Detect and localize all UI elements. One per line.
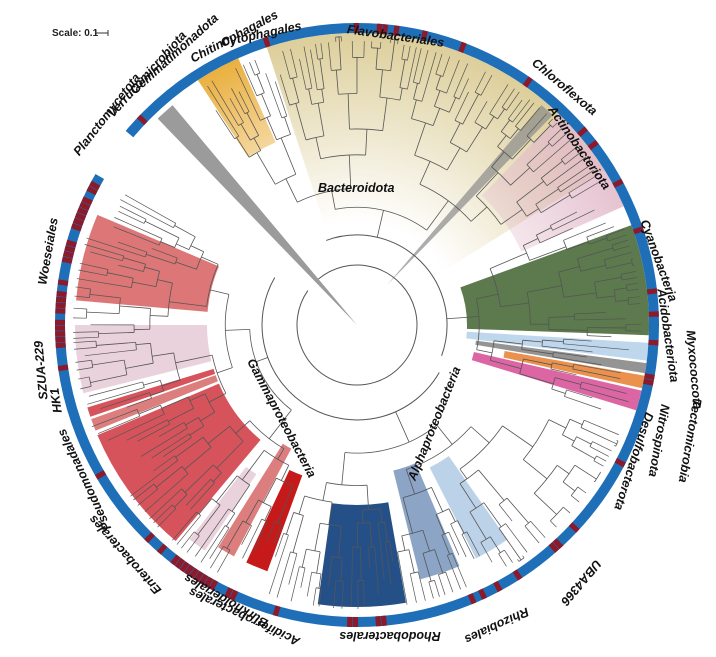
label-tectomicrobia: Tectomicrobia: [676, 398, 705, 484]
label-rhodobacterales: Rhodobacterales: [339, 629, 440, 643]
wedge-chloroflexota-spike: [387, 105, 553, 285]
wedge-cytophagales: [197, 58, 276, 158]
tree-branches: [73, 36, 642, 609]
label-rhizobiales: Rhizobiales: [462, 605, 531, 647]
wedge-burkholderiales: [246, 470, 303, 572]
scale-bar: Scale: 0.1: [52, 28, 109, 39]
wedge-pseudomonadales: [97, 383, 261, 542]
label-bacteroidota: Bacteroidota: [318, 181, 394, 195]
wedge-tectomicrobia: [503, 351, 645, 389]
wedge-acidobacteriota: [466, 331, 649, 361]
label-woeseiales: Woeseiales: [35, 217, 61, 286]
wedge-hk1: [91, 375, 218, 431]
label-myxococcota: Myxococcota: [684, 330, 705, 410]
wedge-myxococcota: [475, 340, 647, 374]
wedge-szua229: [87, 368, 216, 417]
wedge-gamma-light: [75, 325, 212, 394]
label-hk1: HK1: [47, 387, 64, 414]
wedge-actinobacteriota: [482, 114, 624, 252]
wedge-acidiferrobacterales: [218, 443, 292, 557]
wedge-rhizobiales-light: [429, 456, 508, 559]
wedge-rhizobiales: [393, 463, 460, 580]
wedge-bacteroidota-spike: [157, 105, 357, 325]
outer-annotation-ring: [55, 23, 659, 627]
wedge-rhodobacterales: [317, 502, 406, 607]
clade-highlights: [75, 33, 649, 607]
wedge-enterobacterales: [189, 466, 257, 551]
wedge-woeseiales: [76, 214, 219, 312]
label-uba4366: UBA4366: [557, 557, 604, 609]
label-szua229: SZUA-229: [31, 340, 50, 400]
scale-label: Scale: 0.1: [52, 28, 99, 39]
wedge-cyanobacteria: [460, 225, 649, 336]
label-planctomycetota: Planctomycetota: [71, 71, 144, 158]
